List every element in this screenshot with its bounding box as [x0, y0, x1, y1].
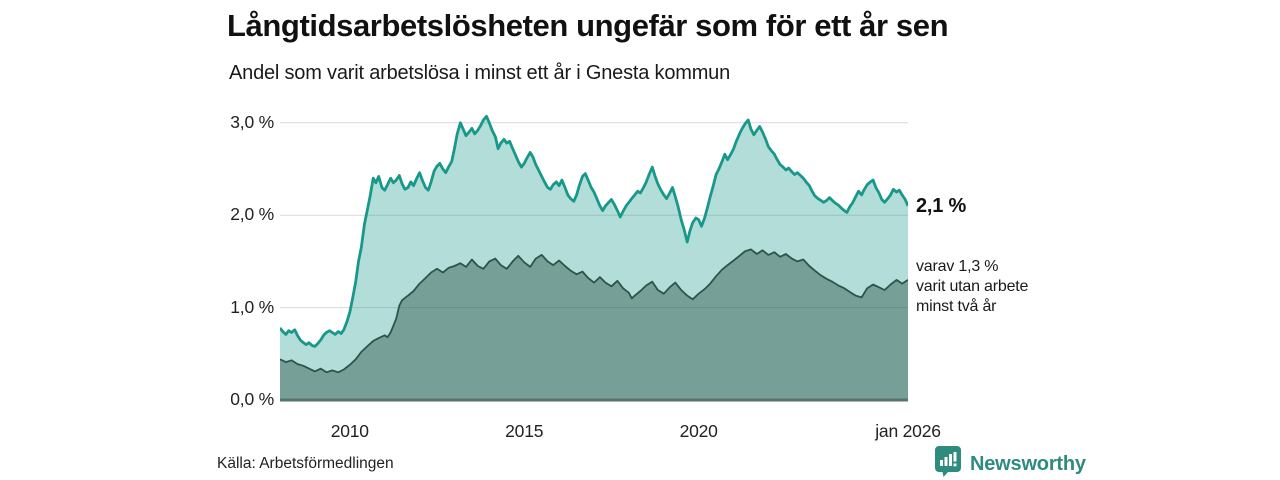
x-tick-label: 2010 — [330, 421, 369, 441]
series-line-two-years — [280, 248, 908, 374]
area-fill-two-years — [280, 249, 908, 400]
newsworthy-wordmark: Newsworthy — [970, 452, 1086, 475]
note-line-2: varit utan arbete — [916, 278, 1029, 295]
series-line-total — [280, 114, 908, 348]
newsworthy-logo-icon — [934, 445, 962, 480]
chart-subtitle: Andel som varit arbetslösa i minst ett å… — [229, 62, 731, 84]
note-line-3: minst två år — [916, 298, 997, 315]
newsworthy-brand: Newsworthy — [934, 445, 1086, 480]
area-chart — [280, 114, 908, 402]
source-credit: Källa: Arbetsförmedlingen — [217, 455, 394, 472]
area-fill-total — [280, 116, 908, 401]
latest-value-label: 2,1 % — [916, 195, 967, 217]
secondary-series-note: varav 1,3 % varit utan arbete minst två … — [916, 257, 1028, 317]
page-title: Långtidsarbetslösheten ungefär som för e… — [227, 8, 949, 43]
y-tick-label: 0,0 % — [230, 389, 274, 409]
note-line-1: varav 1,3 % — [916, 258, 999, 275]
x-tick-label: 2015 — [505, 421, 544, 441]
x-tick-label: 2020 — [679, 421, 718, 441]
y-tick-label: 3,0 % — [230, 111, 274, 132]
y-tick-label: 1,0 % — [230, 296, 274, 317]
y-tick-label: 2,0 % — [230, 204, 274, 225]
x-tick-label: jan 2026 — [875, 421, 941, 441]
